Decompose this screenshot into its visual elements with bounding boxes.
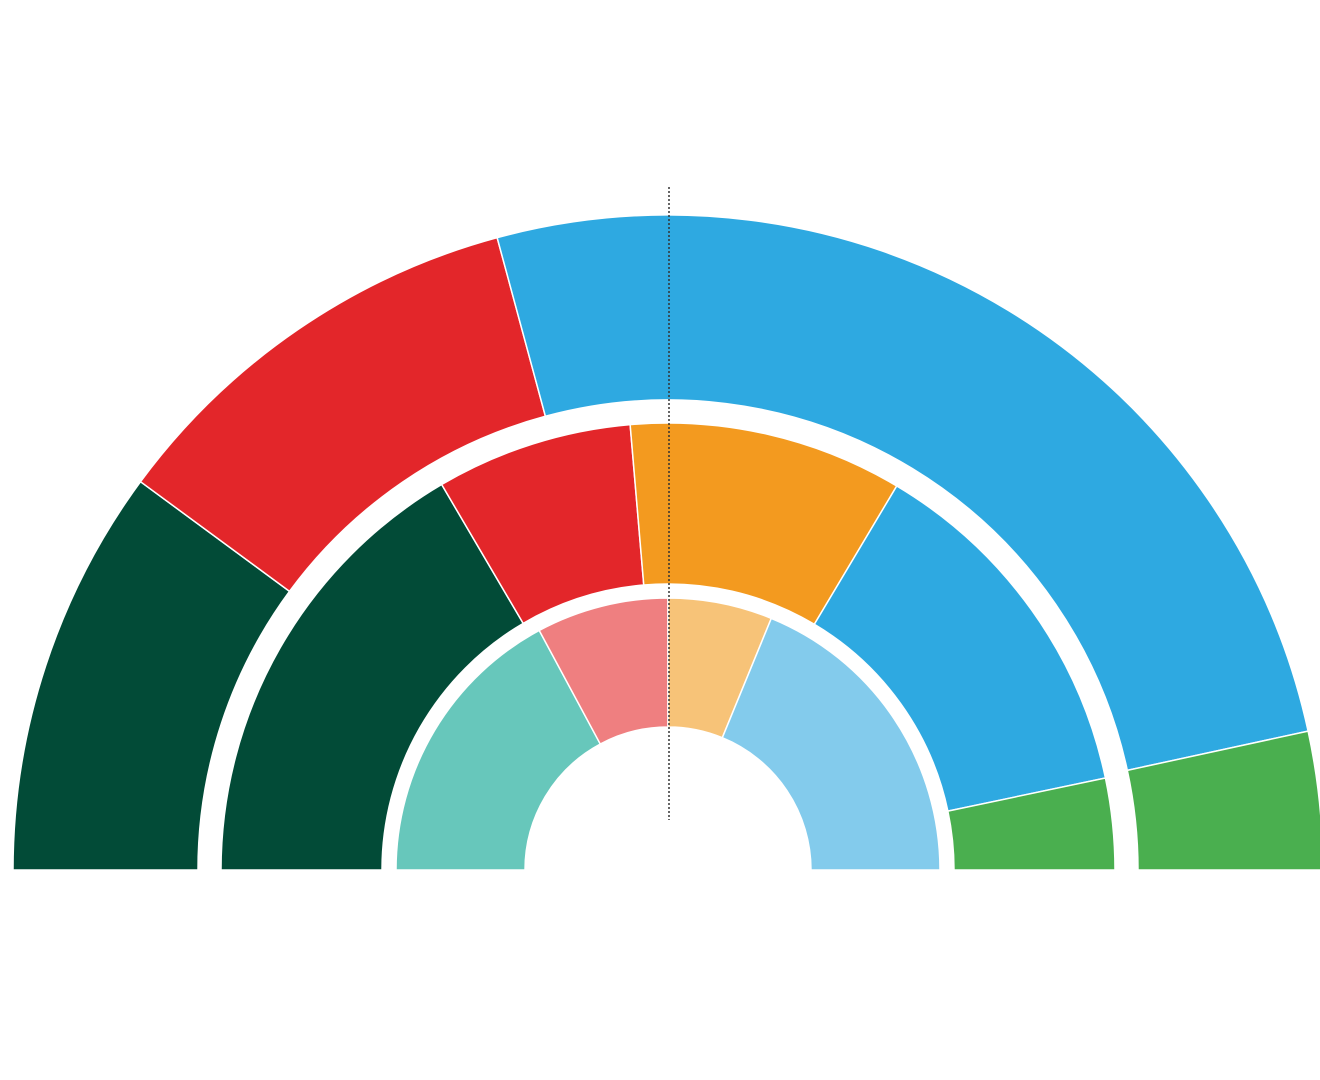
ring-segment	[496, 214, 1310, 772]
ring-segment	[1126, 730, 1320, 871]
ring-segment	[946, 777, 1116, 871]
ring-segment	[220, 483, 525, 871]
ring-segment	[721, 617, 941, 871]
ring-segment	[395, 629, 602, 871]
rings	[12, 214, 1320, 871]
